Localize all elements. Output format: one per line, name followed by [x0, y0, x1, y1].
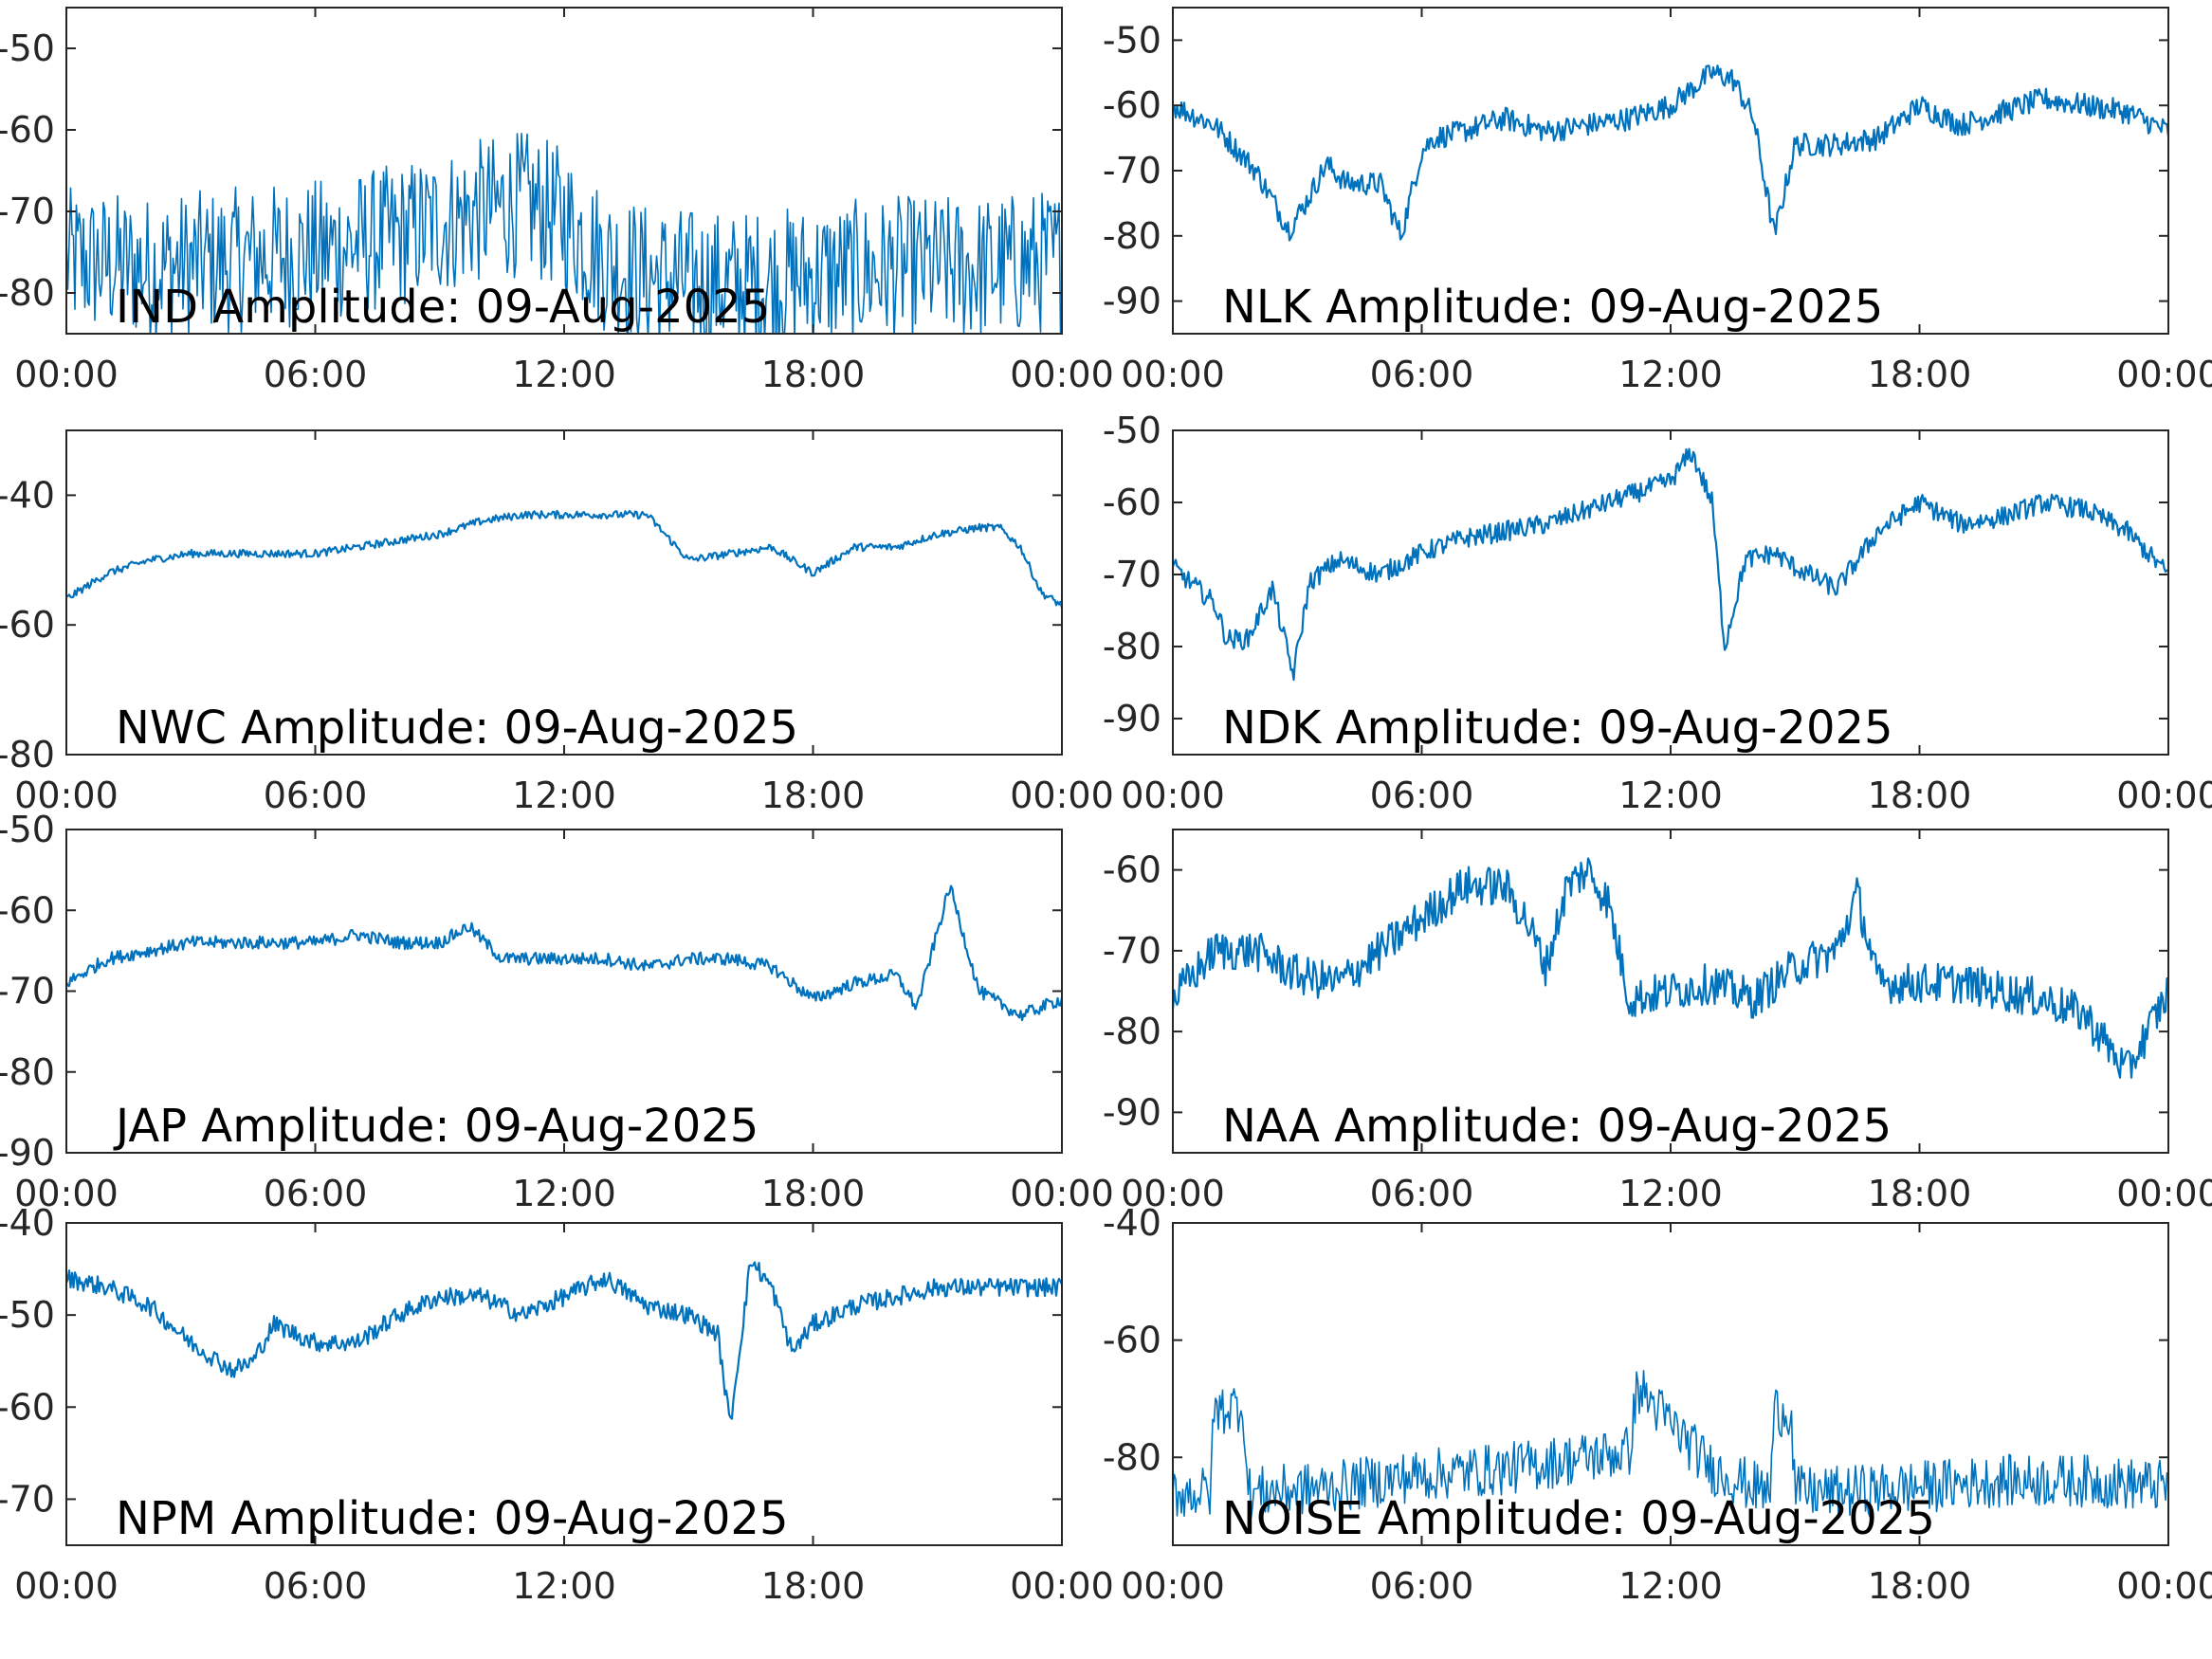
panel-title: JAP Amplitude: 09-Aug-2025	[113, 1100, 759, 1153]
y-tick-label: -50	[0, 27, 55, 69]
panel-title: NAA Amplitude: 09-Aug-2025	[1222, 1100, 1892, 1153]
y-tick-label: -70	[0, 971, 55, 1012]
series-line	[1173, 447, 2168, 682]
x-tick-label: 18:00	[1868, 1173, 1972, 1214]
series-line	[66, 1261, 1062, 1420]
y-tick-label: -70	[1103, 930, 1161, 972]
x-tick-label: 06:00	[264, 1173, 368, 1214]
x-tick-label: 00:00	[2116, 775, 2212, 816]
x-tick-label: 00:00	[1121, 1173, 1225, 1214]
x-tick-label: 18:00	[761, 354, 866, 395]
panel-4: 00:00 06:00 12:00 18:00 00:00 -50 -60 -70 -80 -90…	[1103, 410, 2212, 816]
panel-title: NWC Amplitude: 09-Aug-2025	[116, 702, 798, 755]
panel-7: 00:00 06:00 12:00 18:00 00:00 -40 -50 -60 -70 NPM…	[0, 1202, 1114, 1607]
x-tick-label: 12:00	[512, 1565, 616, 1607]
x-tick-label: 18:00	[761, 1173, 866, 1214]
x-tick-label: 00:00	[14, 775, 119, 816]
y-tick-label: -90	[1103, 1091, 1161, 1133]
x-tick-label: 00:00	[1010, 1565, 1114, 1607]
x-tick-label: 18:00	[1868, 1565, 1972, 1607]
x-tick-label: 12:00	[1618, 1565, 1723, 1607]
x-tick-label: 00:00	[1121, 354, 1225, 395]
y-tick-label: -60	[1103, 84, 1161, 126]
y-tick-label: -90	[1103, 281, 1161, 322]
x-tick-label: 12:00	[512, 775, 616, 816]
y-tick-label: -80	[1103, 626, 1161, 667]
y-tick-label: -40	[1103, 1202, 1161, 1244]
panel-title: NDK Amplitude: 09-Aug-2025	[1222, 702, 1893, 755]
y-tick-label: -90	[0, 1132, 55, 1174]
panel-3: 00:00 06:00 12:00 18:00 00:00 -40 -60 -80 NWC Am…	[0, 429, 1114, 816]
panel-title: NPM Amplitude: 09-Aug-2025	[116, 1492, 788, 1545]
x-tick-label: 18:00	[1868, 775, 1972, 816]
y-tick-label: -50	[0, 809, 55, 850]
panel-title: IND Amplitude: 09-Aug-2025	[116, 281, 770, 334]
x-tick-label: 00:00	[1010, 354, 1114, 395]
series-line	[1173, 857, 2168, 1079]
panel-title: NLK Amplitude: 09-Aug-2025	[1222, 281, 1883, 334]
y-tick-label: -80	[0, 272, 55, 314]
y-tick-label: -80	[1103, 1011, 1161, 1052]
x-tick-label: 06:00	[264, 775, 368, 816]
x-tick-label: 00:00	[2116, 354, 2212, 395]
series-line	[66, 133, 1062, 334]
x-tick-label: 00:00	[2116, 1173, 2212, 1214]
panel-6: 00:00 06:00 12:00 18:00 00:00 -60 -70 -80 -90 NAA…	[1103, 829, 2212, 1214]
x-tick-label: 00:00	[1121, 1565, 1225, 1607]
series-line	[66, 884, 1062, 1022]
y-tick-label: -70	[0, 191, 55, 232]
x-tick-label: 00:00	[14, 1173, 119, 1214]
x-tick-label: 06:00	[264, 354, 368, 395]
x-tick-label: 00:00	[14, 1565, 119, 1607]
x-tick-label: 06:00	[1370, 1565, 1474, 1607]
x-tick-label: 00:00	[1010, 1173, 1114, 1214]
series-line	[1173, 64, 2168, 242]
y-tick-label: -60	[0, 604, 55, 646]
y-tick-label: -80	[0, 1051, 55, 1093]
x-tick-label: 00:00	[2116, 1565, 2212, 1607]
x-tick-label: 12:00	[1618, 354, 1723, 395]
panel-title: NOISE Amplitude: 09-Aug-2025	[1222, 1492, 1935, 1545]
y-tick-label: -60	[1103, 482, 1161, 523]
y-tick-label: -60	[1103, 849, 1161, 891]
x-tick-label: 12:00	[1618, 775, 1723, 816]
y-tick-label: -60	[0, 1386, 55, 1428]
x-tick-label: 12:00	[512, 354, 616, 395]
x-tick-label: 12:00	[512, 1173, 616, 1214]
y-tick-label: -60	[0, 109, 55, 151]
y-tick-label: -70	[1103, 150, 1161, 191]
x-tick-label: 00:00	[1010, 775, 1114, 816]
x-tick-label: 18:00	[761, 775, 866, 816]
x-tick-label: 00:00	[14, 354, 119, 395]
x-tick-label: 18:00	[1868, 354, 1972, 395]
panel-2: 00:00 06:00 12:00 18:00 00:00 -50 -60 -70 -80 -90…	[1103, 7, 2212, 395]
x-tick-label: 00:00	[1121, 775, 1225, 816]
x-tick-label: 06:00	[1370, 775, 1474, 816]
y-tick-label: -90	[1103, 698, 1161, 739]
y-tick-label: -70	[0, 1478, 55, 1520]
x-tick-label: 06:00	[1370, 354, 1474, 395]
x-tick-label: 06:00	[1370, 1173, 1474, 1214]
series-line	[1173, 1370, 2168, 1520]
y-tick-label: -60	[0, 889, 55, 931]
y-tick-label: -50	[0, 1294, 55, 1336]
panel-5: 00:00 06:00 12:00 18:00 00:00 -50 -60 -70 -80 -90…	[0, 809, 1114, 1214]
series-line	[66, 509, 1062, 610]
y-tick-label: -60	[1103, 1320, 1161, 1361]
panel-8: 00:00 06:00 12:00 18:00 00:00 -40 -60 -80 NOISE …	[1103, 1202, 2212, 1607]
y-tick-label: -40	[0, 474, 55, 516]
panel-1: 00:00 06:00 12:00 18:00 00:00 -50 -60 -70 -80 IND…	[0, 7, 1114, 395]
y-tick-label: -80	[0, 734, 55, 775]
y-tick-label: -80	[1103, 1436, 1161, 1478]
x-tick-label: 06:00	[264, 1565, 368, 1607]
y-tick-label: -50	[1103, 19, 1161, 61]
y-tick-label: -50	[1103, 410, 1161, 451]
x-tick-label: 12:00	[1618, 1173, 1723, 1214]
y-tick-label: -40	[0, 1202, 55, 1244]
y-tick-label: -70	[1103, 554, 1161, 595]
x-tick-label: 18:00	[761, 1565, 866, 1607]
y-tick-label: -80	[1103, 215, 1161, 257]
